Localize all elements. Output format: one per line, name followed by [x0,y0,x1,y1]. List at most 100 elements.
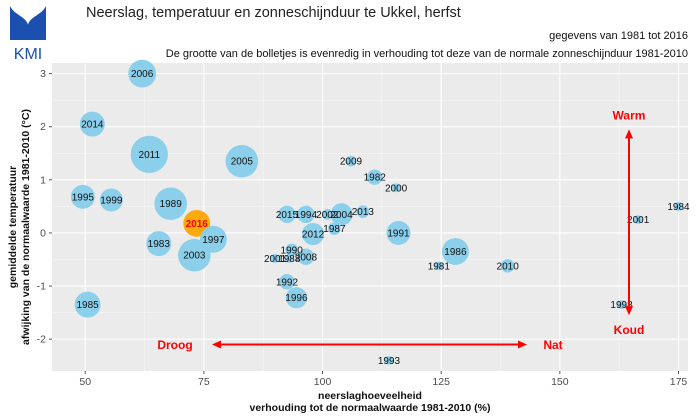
x-tick-label: 100 [314,376,332,388]
annotations-layer: Warm Koud Droog Nat [157,108,645,352]
bubble-1986 [442,238,469,265]
bubble-label-2011: 2011 [139,150,161,161]
bubble-size-note: De grootte van de bolletjes is evenredig… [165,48,688,60]
x-tick-label: 150 [551,376,569,388]
bubble-label-2004: 2004 [330,210,353,221]
x-axis-title-line2: verhouding tot de normaalwaarde 1981-201… [250,402,491,414]
bubble-label-2012: 2012 [302,229,325,240]
y-axis-title-line2: afwijking van de normaalwaarde 1981-2010… [20,109,32,345]
bubble-label-2016: 2016 [186,219,209,230]
warm-arrowhead [625,129,633,139]
nat-arrowhead [518,340,527,349]
x-tick-label: 125 [432,376,450,388]
bubble-1993 [384,355,394,365]
bubble-2009 [345,155,357,167]
bubble-2015 [278,205,296,224]
bubble-label-2014: 2014 [81,120,104,131]
bubble-label-1981: 1981 [428,261,451,272]
bubble-2006 [128,59,157,88]
bubble-1987 [328,222,341,235]
bubble-label-2009: 2009 [340,157,363,168]
bubble-2010 [500,259,515,273]
bubble-label-2010: 2010 [497,261,520,272]
kmi-logo-icon: KMI [10,6,46,63]
bubble-label-1982: 1982 [364,173,387,184]
x-tick-label: 75 [198,376,210,388]
x-tick-label: 175 [670,376,688,388]
bubble-label-2001: 2001 [627,215,650,226]
bubble-2000 [391,183,401,193]
bubble-label-2003: 2003 [183,251,206,262]
bubble-label-1989: 1989 [160,199,183,210]
bubble-1982 [367,169,383,185]
bubble-2014 [79,111,105,137]
bubble-2016 [183,209,211,237]
bubble-1985 [74,291,101,318]
bubble-1991 [386,220,411,245]
y-tick-label: 0 [40,227,46,239]
bubble-label-1986: 1986 [444,247,467,258]
bubble-label-1993: 1993 [378,356,401,367]
bubble-label-1999: 1999 [100,196,123,207]
bubble-2001 [633,215,643,225]
bubble-label-1996: 1996 [285,293,308,304]
bubble-label-2006: 2006 [131,69,154,80]
bubble-1995 [70,184,95,209]
bubble-1996 [285,287,308,309]
bubble-label-1983: 1983 [148,239,171,250]
bubble-label-2001: 2001 [264,254,287,265]
chart-title: Neerslag, temperatuur en zonneschijnduur… [86,5,461,21]
y-tick-label: 3 [40,68,46,80]
bubble-2002 [321,208,333,220]
bubble-label-1998: 1998 [610,300,633,311]
koud-label: Koud [614,323,645,337]
bubble-label-1991: 1991 [387,228,410,239]
bubble-label-1994: 1994 [295,210,318,221]
y-tick-label: -2 [37,334,46,346]
nat-label: Nat [543,338,562,352]
source-note: gegevens van 1981 tot 2016 [549,30,688,42]
bubble-label-1997: 1997 [202,235,225,246]
x-tick-label: 50 [79,376,91,388]
bubble-1983 [146,231,172,257]
bubble-label-2005: 2005 [231,157,254,168]
y-tick-label: -1 [37,281,46,293]
koud-arrowhead [625,306,633,316]
bubbles-layer [70,59,683,365]
bubble-2013 [356,205,370,218]
bubble-2011 [130,135,168,173]
axes: 50 75 100 125 150 175 -2 -1 0 1 2 3 [37,68,688,388]
bubble-1994 [297,205,315,224]
bubble-2001 [270,254,280,263]
x-axis-title-line1: neerslaghoeveelheid [318,390,422,402]
bubble-1988 [284,254,294,263]
plot-panel [52,63,688,371]
y-tick-label: 1 [40,174,46,186]
bubble-label-1988: 1988 [278,254,301,265]
bubble-label-1987: 1987 [323,224,346,235]
bubble-label-1995: 1995 [72,192,95,203]
warm-label: Warm [613,108,646,122]
bubble-2012 [301,222,325,246]
bubble-1992 [279,274,295,290]
droog-label: Droog [157,338,192,352]
bubble-label-1990: 1990 [281,245,304,256]
logo-text: KMI [14,46,42,62]
bubble-1999 [99,188,123,212]
bubble-label-2002: 2002 [316,210,339,221]
bubble-1990 [285,243,298,257]
bubble-1997 [199,225,227,253]
kmi-logo: KMI [6,4,50,63]
bubble-label-1992: 1992 [276,277,299,288]
bubble-2005 [225,144,259,178]
bubble-1981 [434,261,444,271]
bubble-label-2015: 2015 [276,210,299,221]
bubble-label-2000: 2000 [385,183,408,194]
bubble-label-1984: 1984 [667,202,690,213]
y-tick-label: 2 [40,121,46,133]
bubble-1989 [154,187,187,220]
droog-arrowhead [212,340,221,349]
